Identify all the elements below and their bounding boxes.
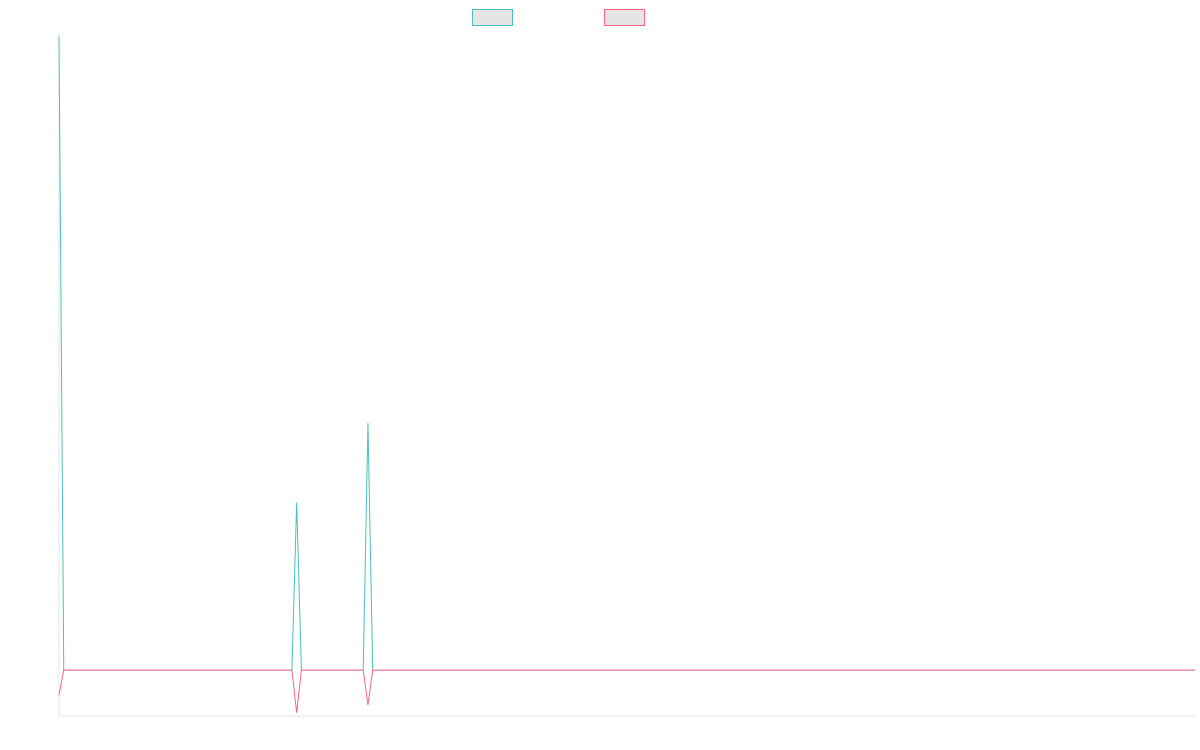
legend [472, 9, 645, 26]
axes [58, 33, 1195, 717]
series-line-2 [58, 669, 1195, 713]
legend-swatch-2 [604, 9, 645, 26]
series-line-1 [58, 36, 1195, 671]
legend-swatch-1 [472, 9, 513, 26]
series-layer [58, 36, 1195, 713]
